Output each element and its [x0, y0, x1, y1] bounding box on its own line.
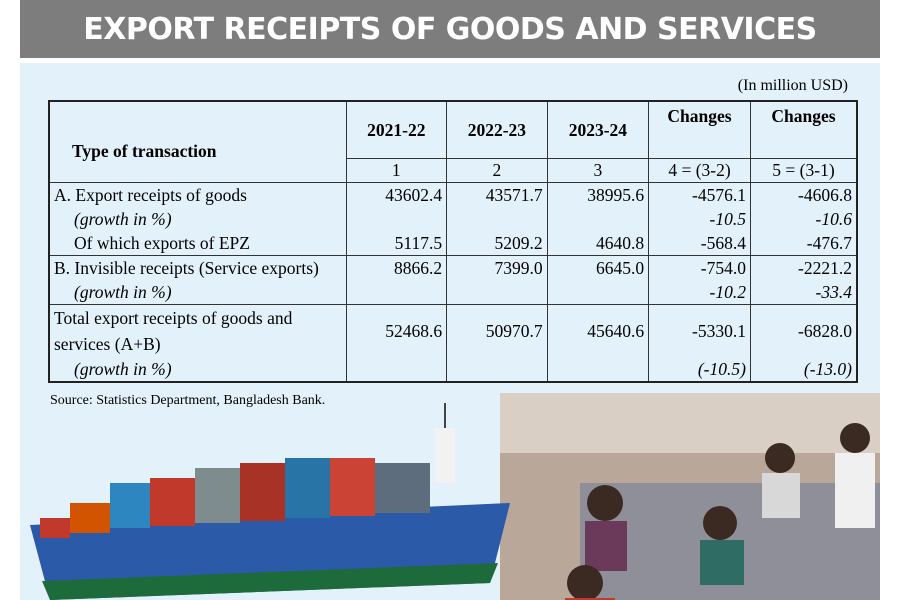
cell-value: -10.6 [749, 207, 858, 231]
ship [30, 403, 510, 600]
cell-value: 5209.2 [446, 231, 548, 256]
container [375, 463, 430, 513]
bridge [435, 428, 455, 483]
cell-value: 7399.0 [446, 255, 548, 280]
container [285, 458, 330, 518]
worker [703, 506, 737, 540]
column-number: 3 [546, 158, 650, 183]
row-label: Of which exports of EPZ [48, 231, 347, 256]
data-table: Type of transaction 2021-22 2022-23 2023-24… [48, 100, 858, 383]
cell-value [446, 280, 548, 305]
row-label: A. Export receipts of goods [48, 182, 347, 207]
container [150, 478, 195, 526]
worker [700, 540, 744, 585]
worker [762, 473, 800, 518]
factory-wall [500, 393, 880, 453]
cell-value: -2221.2 [749, 255, 858, 280]
hull-stripe [42, 563, 498, 600]
column-number: 5 = (3-1) [749, 158, 858, 183]
cell-value: 6645.0 [546, 255, 650, 280]
column-number: 4 = (3-2) [648, 158, 751, 183]
container [110, 483, 150, 528]
cell-value: -4576.1 [648, 182, 751, 207]
table-row: (growth in %) (-10.5) (-13.0) [48, 357, 858, 382]
table-row: B. Invisible receipts (Service exports) 8… [48, 255, 858, 280]
cell-value [546, 280, 650, 305]
cell-value: (-13.0) [749, 357, 858, 382]
column-number: 2 [446, 158, 548, 183]
row-label: (growth in %) [48, 357, 347, 382]
column-header: Type of transaction [48, 101, 347, 183]
worker [587, 485, 623, 521]
cell-value: 52468.6 [345, 304, 448, 357]
column-header: 2022-23 [446, 101, 548, 159]
cell-value: 5117.5 [345, 231, 448, 256]
cell-value: -10.5 [648, 207, 751, 231]
cell-value [446, 207, 548, 231]
unit-note: (In million USD) [737, 77, 848, 94]
cell-value: 43602.4 [345, 182, 448, 207]
container [240, 463, 285, 521]
container [195, 468, 240, 523]
title: EXPORT RECEIPTS OF GOODS AND SERVICES [20, 0, 880, 58]
source-note: Source: Statistics Department, Banglades… [50, 393, 326, 408]
worker [585, 521, 627, 571]
cell-value: 38995.6 [546, 182, 650, 207]
worker [840, 423, 870, 453]
table-row: A. Export receipts of goods 43602.4 43571.… [48, 182, 858, 207]
cell-value [345, 280, 448, 305]
cell-value: -10.2 [648, 280, 751, 305]
cell-value: -754.0 [648, 255, 751, 280]
row-label: (growth in %) [48, 280, 347, 305]
table-row: (growth in %) -10.2 -33.4 [48, 280, 858, 305]
worker [765, 443, 795, 473]
cell-value: (-10.5) [648, 357, 751, 382]
cell-value: 8866.2 [345, 255, 448, 280]
table-row: Of which exports of EPZ 5117.5 5209.2 4640.… [48, 231, 858, 256]
column-header: Changes [648, 101, 751, 159]
worker [565, 598, 615, 600]
column-number: 1 [345, 158, 448, 183]
cell-value: 43571.7 [446, 182, 548, 207]
panel: (In million USD) Type of transaction 2021… [20, 63, 880, 600]
cell-value: -4606.8 [749, 182, 858, 207]
table-row: Total export receipts of goods and servi… [48, 304, 858, 357]
cell-value: 4640.8 [546, 231, 650, 256]
column-header: Changes [749, 101, 858, 159]
cell-value: -568.4 [648, 231, 751, 256]
worker [567, 565, 603, 600]
cell-value: 45640.6 [546, 304, 650, 357]
worker [835, 453, 875, 528]
table-row: (growth in %) -10.5 -10.6 [48, 207, 858, 231]
cell-value: 50970.7 [446, 304, 548, 357]
container [40, 518, 70, 538]
row-label: (growth in %) [48, 207, 347, 231]
container [70, 503, 110, 533]
cell-value [546, 357, 650, 382]
cell-value [446, 357, 548, 382]
row-label: B. Invisible receipts (Service exports) [48, 255, 347, 280]
illustration [30, 393, 880, 600]
row-label: Total export receipts of goods and servi… [48, 304, 347, 357]
cell-value [345, 207, 448, 231]
cell-value: -5330.1 [648, 304, 751, 357]
header-row: Type of transaction 2021-22 2022-23 2023-24… [48, 101, 858, 183]
column-header: 2023-24 [546, 101, 650, 159]
column-header: 2021-22 [345, 101, 448, 159]
container [330, 458, 375, 516]
cell-value [345, 357, 448, 382]
cell-value: -6828.0 [749, 304, 858, 357]
cell-value: -33.4 [749, 280, 858, 305]
cell-value: -476.7 [749, 231, 858, 256]
cell-value [546, 207, 650, 231]
